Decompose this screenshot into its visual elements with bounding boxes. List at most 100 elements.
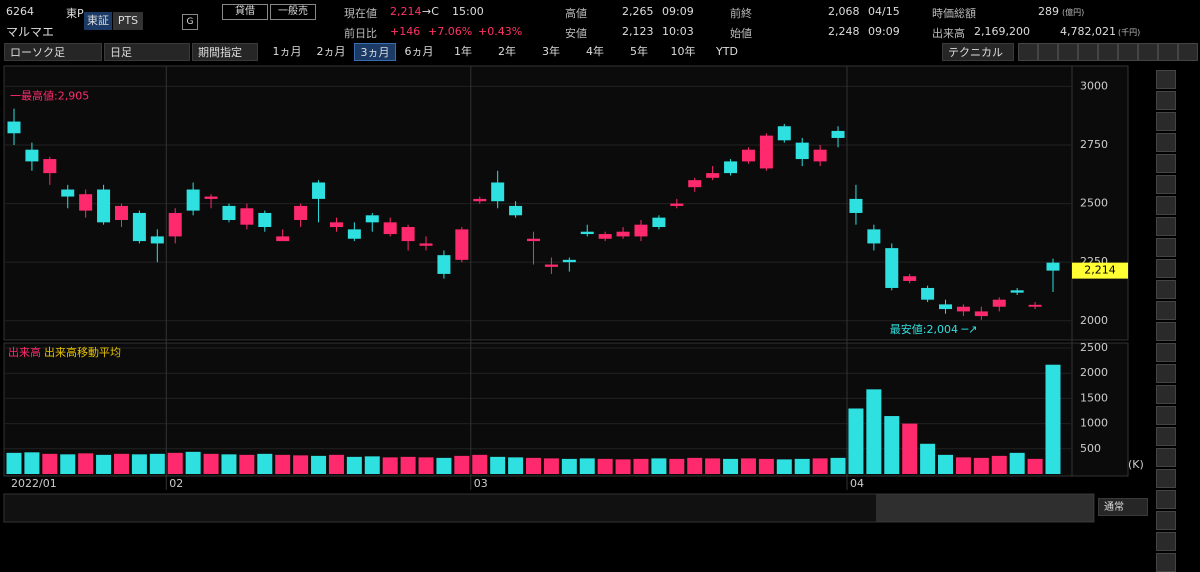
side-tool[interactable] [1156, 469, 1176, 488]
side-tool[interactable] [1156, 448, 1176, 467]
time: 10:03 [662, 25, 694, 38]
last-price-tag [1072, 262, 1128, 279]
range-tab[interactable]: 4年 [586, 45, 604, 58]
x-tick-label: 04 [850, 477, 864, 490]
tool-icon[interactable] [1178, 43, 1198, 61]
volume-bar [418, 457, 434, 474]
tool-icon[interactable] [1118, 43, 1138, 61]
volume-bar [167, 452, 183, 474]
side-tool[interactable] [1156, 511, 1176, 530]
side-tool[interactable] [1156, 343, 1176, 362]
candle-body [1010, 290, 1024, 293]
range-tab[interactable]: 2ヵ月 [316, 45, 346, 58]
side-tool[interactable] [1156, 259, 1176, 278]
candle-body [43, 159, 57, 174]
label: 現在値 [344, 7, 377, 20]
candle-body [7, 121, 21, 134]
y-tick-label: 2750 [1080, 138, 1108, 151]
y-tick-label: 2000 [1080, 366, 1108, 379]
period[interactable]: 期間指定 [192, 43, 258, 61]
candle-body [759, 135, 773, 169]
candle-body [921, 287, 935, 300]
side-tool[interactable] [1156, 175, 1176, 194]
candle-body [634, 224, 648, 237]
market: 東P [66, 7, 84, 20]
candle-body [831, 130, 845, 138]
volume-panel [3, 342, 1129, 477]
range-tab[interactable]: 1ヵ月 [272, 45, 302, 58]
range-tab[interactable]: YTD [716, 45, 738, 58]
candle-body [365, 215, 379, 223]
volume-bar [848, 408, 864, 474]
mode[interactable]: 通常 [1098, 498, 1148, 516]
candle-body [741, 149, 755, 162]
y-tick-label: 2500 [1080, 197, 1108, 210]
tool-icon[interactable] [1038, 43, 1058, 61]
volume-bar [436, 457, 452, 474]
side-tool[interactable] [1156, 364, 1176, 383]
technical[interactable]: テクニカル [942, 43, 1014, 61]
interval[interactable]: 日足 [104, 43, 190, 61]
range-tab[interactable]: 10年 [670, 45, 696, 58]
side-tool[interactable] [1156, 406, 1176, 425]
side-tool[interactable] [1156, 532, 1176, 551]
volume-bar [113, 453, 129, 474]
side-tool[interactable] [1156, 385, 1176, 404]
range-tab[interactable]: 2年 [498, 45, 516, 58]
side-tool[interactable] [1156, 91, 1176, 110]
side-tool[interactable] [1156, 301, 1176, 320]
label: 前終 [730, 7, 752, 20]
side-tool[interactable] [1156, 553, 1176, 572]
exchange[interactable]: 東証 [84, 12, 112, 30]
side-tool[interactable] [1156, 427, 1176, 446]
range-tab[interactable]: 3年 [542, 45, 560, 58]
range-tab[interactable]: 6ヵ月 [404, 45, 434, 58]
volume-bar [526, 457, 541, 474]
side-tool[interactable] [1156, 280, 1176, 299]
tool-icon[interactable] [1158, 43, 1178, 61]
side-tool[interactable] [1156, 217, 1176, 236]
tool-icon[interactable] [1098, 43, 1118, 61]
range-tab[interactable]: 3ヵ月 [354, 43, 396, 61]
side-tool[interactable] [1156, 490, 1176, 509]
low: 2,123 [622, 25, 654, 38]
volume-bar [1027, 458, 1043, 474]
volume-bar [239, 454, 255, 474]
candle-body [258, 212, 272, 228]
side-tool[interactable] [1156, 70, 1176, 89]
x-tick-label: 02 [169, 477, 183, 490]
side-tool[interactable] [1156, 196, 1176, 215]
tool-icon[interactable] [1078, 43, 1098, 61]
chart-type[interactable]: ローソク足 [4, 43, 102, 61]
app: {"header":{"code":"6264","market":"東P","… [3, 4, 1198, 572]
candle-body [724, 161, 738, 174]
volume-bar [615, 459, 631, 474]
volume-bar [60, 454, 76, 474]
range-tab[interactable]: 5年 [630, 45, 648, 58]
tool-icon[interactable] [1018, 43, 1038, 61]
candle-body [491, 182, 505, 202]
unit-label: (K) [1128, 458, 1144, 471]
candle-body [885, 248, 899, 288]
candle-body [527, 238, 540, 242]
x-tick-label: 03 [474, 477, 488, 490]
candle-body [580, 231, 594, 235]
volume-bar [723, 458, 739, 474]
tool-icon[interactable] [1058, 43, 1078, 61]
time: 09:09 [662, 5, 694, 18]
side-tool[interactable] [1156, 154, 1176, 173]
range-tab[interactable]: 1年 [454, 45, 472, 58]
label: 始値 [730, 27, 752, 40]
candle-body [598, 234, 612, 239]
side-tool[interactable] [1156, 112, 1176, 131]
side-tool[interactable] [1156, 238, 1176, 257]
pts[interactable]: PTS [113, 12, 143, 30]
price-panel [3, 65, 1129, 341]
candle-body [114, 205, 128, 220]
volume-bar [938, 454, 954, 474]
candle-body [347, 229, 361, 239]
tool-icon[interactable] [1138, 43, 1158, 61]
side-tool[interactable] [1156, 133, 1176, 152]
side-tool[interactable] [1156, 322, 1176, 341]
volume-bar [920, 443, 936, 474]
